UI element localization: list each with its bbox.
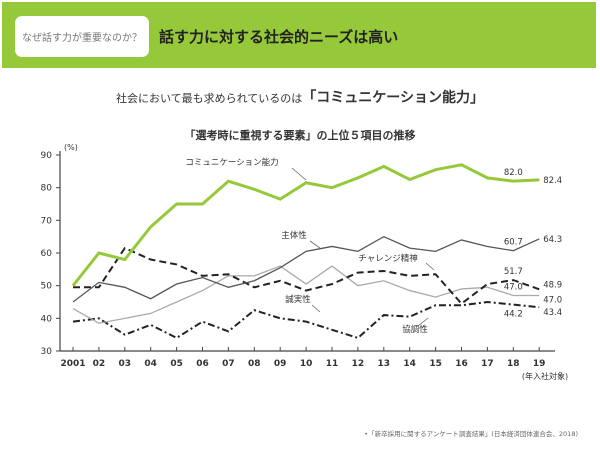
data-label: 43.4 <box>543 308 562 318</box>
y-tick-label: 30 <box>41 347 53 357</box>
x-tick-label: 12 <box>352 359 365 369</box>
x-tick-label: 14 <box>403 359 416 369</box>
series-line <box>72 235 540 303</box>
x-tick-label: 17 <box>481 359 494 369</box>
header-title: 話す力に対する社会的ニーズは高い <box>159 28 399 46</box>
chart-title: 「選考時に重視する要素」の上位５項目の推移 <box>184 129 416 142</box>
x-tick-label: 18 <box>507 359 520 369</box>
x-tick-label: 13 <box>378 359 391 369</box>
y-tick-label: 80 <box>41 184 53 194</box>
section-badge: なぜ話す力が重要なのか？ <box>15 16 149 57</box>
data-label: 44.2 <box>504 310 523 320</box>
data-label: 60.7 <box>504 238 523 248</box>
leader-line <box>417 317 429 327</box>
subtitle-prefix: 社会において最も求められているのは <box>115 92 303 105</box>
x-tick-label: 03 <box>119 359 132 369</box>
leader-line <box>425 262 435 271</box>
x-axis-label: (年入社対象) <box>522 371 568 381</box>
series-line <box>73 246 540 305</box>
data-label: 48.9 <box>543 280 562 290</box>
x-tick-label: 07 <box>222 359 235 369</box>
x-tick-label: 06 <box>196 359 209 369</box>
source-note: •「新卒採用に関するアンケート調査結果」(日本経済団体連合会、2018) <box>364 430 578 438</box>
data-label: 64.3 <box>543 235 562 245</box>
series-name-label: 主体性 <box>281 230 307 241</box>
data-label: 51.7 <box>504 267 523 277</box>
x-tick-label: 15 <box>429 359 442 369</box>
y-tick-label: 60 <box>41 249 53 259</box>
series-line-communication <box>71 163 540 287</box>
data-label: 82.0 <box>504 168 523 178</box>
data-label: 82.4 <box>543 176 562 186</box>
series-line <box>72 300 540 340</box>
x-tick-label: 19 <box>533 359 546 369</box>
x-tick-label: 09 <box>274 359 287 369</box>
y-axis-label: (%) <box>64 143 78 152</box>
y-tick-label: 90 <box>41 151 53 161</box>
data-label: 47.0 <box>504 282 523 292</box>
x-tick-label: 2001 <box>60 359 85 369</box>
series-name-label: チャレンジ精神 <box>358 253 417 264</box>
data-label: 47.0 <box>543 295 562 305</box>
leader-line <box>291 167 307 181</box>
header-banner: なぜ話す力が重要なのか？ 話す力に対する社会的ニーズは高い <box>2 2 596 68</box>
y-tick-label: 50 <box>41 282 53 292</box>
series-name-label: 協調性 <box>402 324 428 335</box>
subtitle: 社会において最も求められているのは「コミュニケーション能力」 <box>0 87 600 107</box>
x-tick-label: 04 <box>144 359 157 369</box>
x-tick-label: 02 <box>93 359 106 369</box>
series-name-label: 誠実性 <box>285 294 311 305</box>
subtitle-emphasis: 「コミュニケーション能力」 <box>302 90 485 106</box>
y-tick-label: 40 <box>41 314 53 324</box>
series-name-label: コミュニケーション能力 <box>185 157 278 168</box>
x-tick-label: 16 <box>455 359 468 369</box>
x-tick-label: 11 <box>326 359 339 369</box>
series-line <box>72 265 540 324</box>
x-tick-label: 08 <box>248 359 261 369</box>
leader-line <box>309 240 321 249</box>
leader-line <box>311 304 321 313</box>
x-tick-label: 05 <box>170 359 183 369</box>
y-tick-label: 70 <box>41 216 53 226</box>
x-tick-label: 10 <box>300 359 313 369</box>
